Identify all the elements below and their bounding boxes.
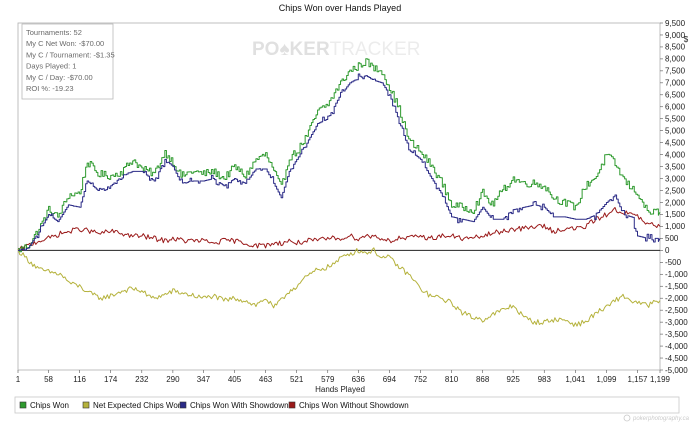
x-tick-label: 579 xyxy=(321,375,335,384)
y-tick-label: -2,000 xyxy=(665,294,688,303)
legend-label: Net Expected Chips Won xyxy=(93,401,182,410)
y-tick-label: 7,500 xyxy=(665,67,686,76)
y-tick-label: -1,500 xyxy=(665,282,688,291)
watermark-prefix: PO xyxy=(252,39,279,60)
watermark-suffix: TRACKER xyxy=(330,39,421,60)
x-tick-label: 463 xyxy=(259,375,273,384)
x-tick-label: 810 xyxy=(445,375,459,384)
footer-logo-text: pokerphotography.ca xyxy=(632,416,690,422)
chart-title: Chips Won over Hands Played xyxy=(279,3,401,13)
y-tick-label: 9,000 xyxy=(665,31,686,40)
y-tick-label: -1,000 xyxy=(665,270,688,279)
x-tick-label: 174 xyxy=(104,375,118,384)
legend-swatch xyxy=(288,401,296,409)
x-tick-label: 116 xyxy=(73,375,86,384)
y-tick-label: 4,000 xyxy=(665,150,686,159)
y-tick-label: -500 xyxy=(665,258,682,267)
y-tick-label: 6,000 xyxy=(665,103,686,112)
y-tick-label: -3,500 xyxy=(665,330,688,339)
x-tick-label: 290 xyxy=(166,375,180,384)
footer-logo: pokerphotography.ca xyxy=(623,414,690,422)
y-tick-label: 1,500 xyxy=(665,210,686,219)
legend: Chips Won Net Expected Chips Won Chips Won… xyxy=(14,396,680,414)
stats-line: ROI %: -19.23 xyxy=(26,84,74,93)
y-tick-label: 4,500 xyxy=(665,138,686,147)
y-tick-label: -5,000 xyxy=(665,366,688,375)
x-tick-label: 925 xyxy=(506,375,520,384)
y-tick-label: 0 xyxy=(665,246,670,255)
y-tick-label: -4,000 xyxy=(665,342,688,351)
legend-label: Chips Won Without Showdown xyxy=(299,401,409,410)
legend-label: Chips Won With Showdown xyxy=(190,401,289,410)
stats-box: Tournaments: 52 My C Net Won: -$70.00 My C… xyxy=(21,23,115,100)
x-tick-label: 868 xyxy=(476,375,490,384)
series-line-chips-won-without-showdown xyxy=(17,206,661,251)
y-tick-label: 2,000 xyxy=(665,198,686,207)
y-tick-label: 2,500 xyxy=(665,186,686,195)
x-tick-label: 521 xyxy=(290,375,304,384)
y-axis-unit-label: $ xyxy=(684,35,689,44)
x-tick-label: 232 xyxy=(135,375,149,384)
x-tick-label: 752 xyxy=(414,375,428,384)
series-line-chips-won-with-showdown xyxy=(18,73,661,251)
x-tick-label: 405 xyxy=(228,375,242,384)
plot-area-frame xyxy=(17,22,661,371)
stats-line: My C / Day: -$70.00 xyxy=(26,73,93,82)
stats-line: Tournaments: 52 xyxy=(26,28,82,37)
y-tick-label: 1,000 xyxy=(665,222,686,231)
x-tick-label: 347 xyxy=(197,375,211,384)
x-tick-label: 983 xyxy=(538,375,552,384)
stats-line: My C Net Won: -$70.00 xyxy=(26,39,104,48)
series-line-chips-won xyxy=(18,58,661,253)
y-tick-label: 8,000 xyxy=(665,55,686,64)
y-tick-label: 6,500 xyxy=(665,91,686,100)
x-tick-label: 1,099 xyxy=(596,375,617,384)
legend-label: Chips Won xyxy=(30,401,69,410)
watermark-middle: KER xyxy=(290,39,330,60)
y-tick-label: -3,000 xyxy=(665,318,688,327)
x-tick-label: 58 xyxy=(44,375,53,384)
y-tick-label: -2,500 xyxy=(665,306,688,315)
y-tick-label: 3,500 xyxy=(665,162,686,171)
spade-icon: ♠ xyxy=(279,39,289,60)
legend-swatch xyxy=(179,401,187,409)
x-tick-label: 1,157 xyxy=(627,375,648,384)
x-tick-label: 694 xyxy=(383,375,397,384)
series-line-net-expected-chips-won xyxy=(17,247,661,327)
y-tick-label: 500 xyxy=(665,234,679,243)
x-tick-label: 636 xyxy=(352,375,366,384)
y-tick-label: 5,000 xyxy=(665,126,686,135)
y-tick-label: -4,500 xyxy=(665,354,688,363)
y-tick-label: 3,000 xyxy=(665,174,686,183)
legend-swatch xyxy=(82,401,90,409)
legend-swatch xyxy=(19,401,27,409)
y-tick-label: 5,500 xyxy=(665,115,686,124)
x-tick-label: 1,199 xyxy=(650,375,671,384)
y-tick-label: 7,000 xyxy=(665,79,686,88)
x-tick-label: 1,041 xyxy=(565,375,586,384)
stats-line: Days Played: 1 xyxy=(26,62,76,71)
x-axis-label: Hands Played xyxy=(315,385,365,394)
svg-text:PO♠KERTRACKER: PO♠KERTRACKER xyxy=(252,39,420,60)
y-tick-label: 8,500 xyxy=(665,43,686,52)
watermark-logo: PO♠KERTRACKER xyxy=(252,39,420,60)
y-tick-label: 9,500 xyxy=(665,19,686,28)
stats-line: My C / Tournament: -$1.35 xyxy=(26,50,115,59)
x-tick-label: 1 xyxy=(16,375,21,384)
